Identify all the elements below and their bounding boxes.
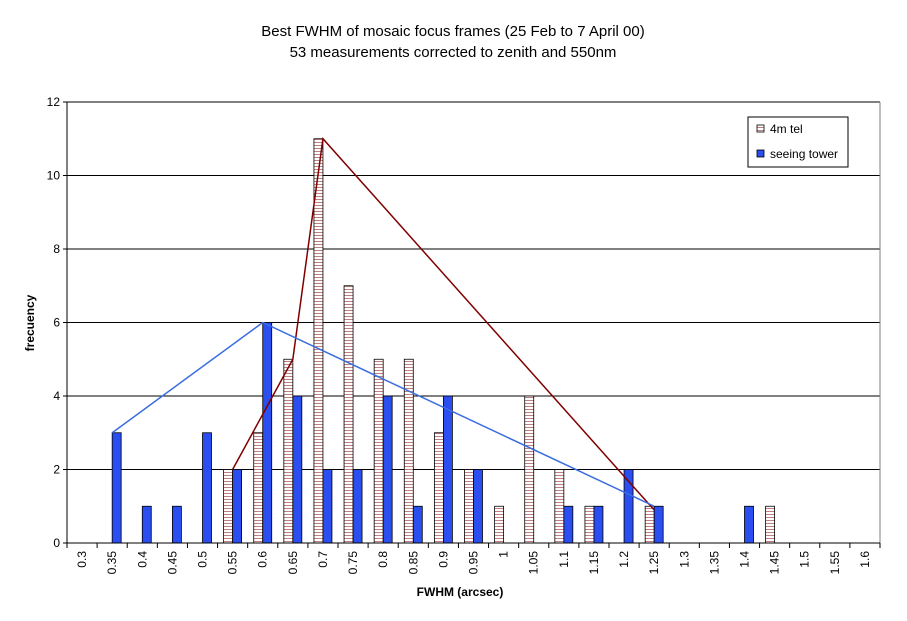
x-tick-label: 0.55 xyxy=(226,551,240,575)
legend-label-seeing-tower: seeing tower xyxy=(770,147,838,161)
bar-4m-tel xyxy=(253,432,264,544)
x-tick-label: 1.4 xyxy=(738,551,752,568)
bar-seeing-tower xyxy=(473,469,483,544)
overlay-line-seeing-tower xyxy=(111,321,655,507)
bar-seeing-tower xyxy=(744,505,754,544)
x-axis-title: FWHM (arcsec) xyxy=(417,585,504,599)
y-tick-label: 4 xyxy=(53,389,60,403)
x-tick-label: 0.5 xyxy=(196,551,210,568)
bars xyxy=(111,138,776,544)
bar-4m-tel xyxy=(223,469,234,544)
x-tick-label: 0.35 xyxy=(105,551,119,575)
bar-4m-tel xyxy=(373,358,384,544)
bar-4m-tel xyxy=(403,358,414,544)
x-tick-label: 1 xyxy=(497,551,511,558)
y-tick-label: 6 xyxy=(53,316,60,330)
bar-seeing-tower xyxy=(382,395,393,544)
bar-4m-tel xyxy=(644,505,655,544)
x-tick-labels: 0.3 0.35 0.4 0.45 0.5 0.55 0.6 0.65 0.7 0.75 0.8 0.… xyxy=(75,551,872,575)
y-tick-label: 2 xyxy=(53,463,60,477)
x-tick-label: 1.25 xyxy=(647,551,661,575)
x-tick-label: 0.7 xyxy=(316,551,330,568)
overlay-line-4m-tel xyxy=(231,137,655,511)
x-tick-label: 0.4 xyxy=(135,551,149,568)
x-tick-label: 0.95 xyxy=(467,551,481,575)
bar-seeing-tower xyxy=(232,469,243,544)
bar-seeing-tower xyxy=(442,395,453,544)
bar-4m-tel xyxy=(433,432,444,544)
x-tick-label: 1.6 xyxy=(858,551,872,568)
x-tick-label: 0.3 xyxy=(75,551,89,568)
legend-swatch-4m-tel xyxy=(756,124,765,133)
bar-seeing-tower xyxy=(171,505,182,544)
axes xyxy=(63,101,881,548)
bar-seeing-tower xyxy=(202,432,212,544)
bar-4m-tel xyxy=(765,505,776,544)
legend-label-4m-tel: 4m tel xyxy=(770,122,803,136)
chart-title: Best FWHM of mosaic focus frames (25 Feb… xyxy=(261,23,644,40)
x-tick-label: 1.35 xyxy=(707,551,721,575)
x-tick-label: 1.3 xyxy=(677,551,691,568)
y-tick-label: 0 xyxy=(53,536,60,550)
x-tick-label: 1.05 xyxy=(527,551,541,575)
y-axis-title: frecuency xyxy=(23,294,37,351)
y-tick-label: 8 xyxy=(53,242,60,256)
x-tick-label: 0.75 xyxy=(346,551,360,575)
bar-4m-tel xyxy=(584,505,595,544)
y-tick-label: 12 xyxy=(47,95,61,109)
bar-4m-tel xyxy=(524,395,535,544)
bar-seeing-tower xyxy=(412,505,423,544)
x-tick-label: 1.2 xyxy=(617,551,631,568)
legend: 4m tel seeing tower xyxy=(747,116,849,168)
x-tick-label: 0.85 xyxy=(406,551,420,575)
bar-seeing-tower xyxy=(563,505,574,544)
legend-swatch-seeing-tower xyxy=(756,149,765,158)
chart-subtitle: 53 measurements corrected to zenith and … xyxy=(290,44,617,61)
bar-seeing-tower xyxy=(292,395,303,544)
bar-seeing-tower xyxy=(262,322,273,544)
bar-seeing-tower xyxy=(352,469,363,544)
x-tick-label: 1.55 xyxy=(828,551,842,575)
bar-4m-tel xyxy=(283,358,294,544)
bar-4m-tel xyxy=(554,469,565,544)
bar-seeing-tower xyxy=(653,505,664,544)
bar-seeing-tower xyxy=(322,469,333,544)
x-tick-label: 1.1 xyxy=(557,551,571,568)
y-tick-label: 10 xyxy=(47,169,61,183)
x-tick-label: 0.9 xyxy=(436,551,450,568)
x-tick-label: 0.45 xyxy=(165,551,179,575)
bar-seeing-tower xyxy=(111,432,122,544)
x-tick-label: 1.15 xyxy=(587,551,601,575)
bar-seeing-tower xyxy=(593,505,604,544)
bar-4m-tel xyxy=(343,285,354,544)
bar-seeing-tower xyxy=(141,505,152,544)
overlay-lines xyxy=(111,137,655,511)
y-tick-labels: 0 2 4 6 8 10 12 xyxy=(47,95,61,550)
x-tick-label: 0.65 xyxy=(286,551,300,575)
bar-4m-tel xyxy=(464,469,474,544)
x-tick-label: 0.8 xyxy=(376,551,390,568)
x-tick-label: 1.5 xyxy=(798,551,812,568)
x-tick-label: 0.6 xyxy=(256,551,270,568)
x-tick-label: 1.45 xyxy=(768,551,782,575)
legend-box xyxy=(747,116,849,168)
bar-4m-tel xyxy=(494,505,505,544)
